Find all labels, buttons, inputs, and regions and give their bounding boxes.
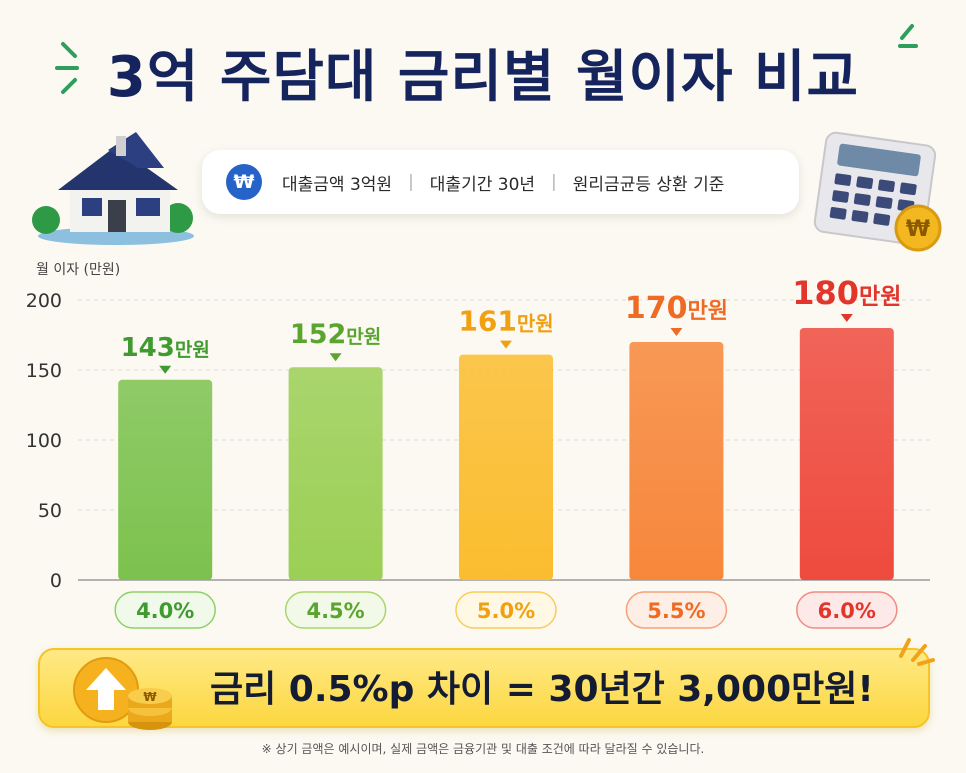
bar-6.0% — [799, 328, 894, 580]
x-tick-label: 5.5% — [647, 599, 705, 623]
arrow-up-coin-icon: ₩ — [73, 657, 172, 730]
value-label: 143만원 — [121, 333, 210, 363]
category-pill — [796, 591, 898, 629]
value-pointer — [500, 340, 512, 349]
value-pointer — [329, 353, 342, 362]
value-pointer — [670, 328, 683, 336]
svg-text:₩: ₩ — [906, 217, 930, 242]
y-tick-label: 200 — [26, 290, 62, 312]
sparkle-right-icon — [898, 24, 918, 48]
info-repayment-method: 원리금균등 상환 기준 — [572, 174, 725, 195]
x-tick-label: 6.0% — [818, 599, 876, 623]
info-separator: | — [408, 172, 414, 192]
house-icon — [32, 132, 194, 245]
value-label: 152만원 — [290, 319, 381, 350]
y-axis-label: 월 이자 (만원) — [36, 262, 120, 278]
value-label: 180만원 — [792, 274, 901, 312]
footnote: ※ 상기 금액은 예시이며, 실제 금액은 금융기관 및 대출 조건에 따라 달… — [261, 742, 705, 756]
bar-4.0% — [118, 379, 213, 580]
x-tick-label: 4.0% — [136, 599, 194, 623]
info-loan-term: 대출기간 30년 — [429, 174, 536, 195]
won-badge-icon: ₩ — [226, 164, 262, 200]
svg-text:₩: ₩ — [143, 690, 157, 704]
bar-4.5% — [288, 367, 383, 580]
x-tick-label: 5.0% — [477, 599, 535, 623]
value-label: 161만원 — [458, 305, 553, 338]
summary-banner: ₩ 금리 0.5%p 차이 = 30년간 3,000만원! — [38, 638, 935, 730]
calculator-icon: ₩ — [813, 131, 942, 252]
coin-icon: ₩ — [894, 204, 942, 252]
bar-chart: 월 이자 (만원) 0 50 100 150 200 143만원 4.0% 152만원 4.5% 1… — [26, 262, 930, 629]
category-pill — [625, 591, 728, 629]
y-tick-label: 100 — [26, 430, 62, 452]
info-separator: | — [551, 172, 557, 192]
value-label: 170만원 — [625, 291, 728, 326]
coin-stack-icon: ₩ — [128, 688, 172, 730]
y-tick-label: 150 — [26, 360, 62, 382]
y-tick-label: 50 — [38, 500, 62, 522]
category-pill — [284, 591, 387, 629]
page-title: 3억 주담대 금리별 월이자 비교 — [106, 45, 860, 110]
value-pointer — [159, 365, 172, 374]
info-loan-amount: 대출금액 3억원 — [282, 174, 393, 195]
category-pill — [455, 591, 557, 629]
bar-5.5% — [629, 342, 724, 580]
category-pill — [114, 591, 216, 629]
value-pointer — [840, 314, 853, 322]
sparkle-icon — [899, 638, 935, 666]
info-box: ₩ 대출금액 3억원 | 대출기간 30년 | 원리금균등 상환 기준 — [202, 150, 799, 214]
sparkle-left-icon — [55, 42, 79, 94]
banner-text: 금리 0.5%p 차이 = 30년간 3,000만원! — [210, 669, 874, 710]
y-tick-label: 0 — [50, 570, 62, 592]
x-tick-label: 4.5% — [306, 599, 364, 623]
bar-5.0% — [459, 354, 553, 580]
